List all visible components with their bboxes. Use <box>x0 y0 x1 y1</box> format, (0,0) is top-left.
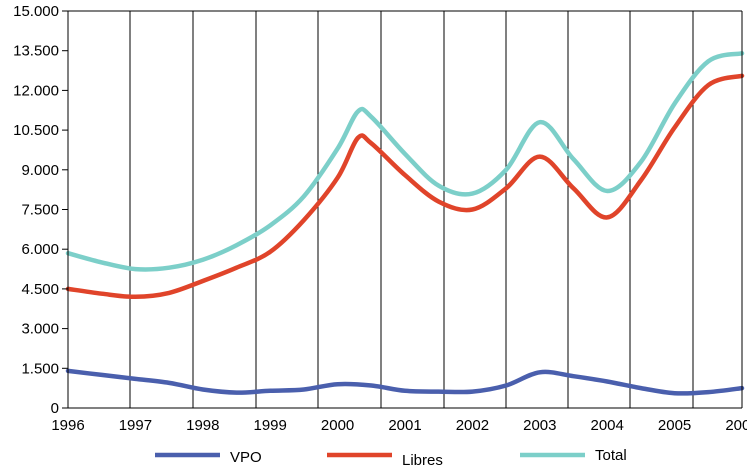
y-tick-label: 7.500 <box>21 202 59 219</box>
gridlines <box>129 11 694 408</box>
y-tick-label: 13.500 <box>13 43 59 60</box>
y-axis-ticks: 0 1.500 3.000 4.500 6.000 7.500 9.000 10.500 12.… <box>13 3 68 417</box>
x-tick-label: 2000 <box>321 417 354 434</box>
x-tick-label: 2002 <box>456 417 489 434</box>
legend: VPO Libres Total <box>155 447 627 467</box>
y-tick-label: 15.000 <box>13 3 59 20</box>
series-line-vpo <box>65 368 745 396</box>
series-line-libres <box>65 73 745 300</box>
x-tick-label: 2003 <box>523 417 556 434</box>
y-tick-label: 4.500 <box>21 281 59 298</box>
x-tick-label: 1999 <box>254 417 287 434</box>
series-line-total <box>65 51 745 272</box>
x-tick-label: 2004 <box>591 417 624 434</box>
y-tick-label: 1.500 <box>21 360 59 377</box>
series-lines <box>65 51 745 396</box>
x-tick-label: 1997 <box>119 417 152 434</box>
y-tick-label: 6.000 <box>21 241 59 258</box>
legend-label-libres: Libres <box>402 452 443 467</box>
plot-area <box>68 11 742 408</box>
y-tick-label: 0 <box>51 400 59 417</box>
x-tick-label: 1998 <box>186 417 219 434</box>
legend-label-vpo: VPO <box>230 449 262 466</box>
x-tick-label: 1996 <box>51 417 84 434</box>
y-tick-label: 9.000 <box>21 162 59 179</box>
legend-label-total: Total <box>595 447 627 464</box>
y-tick-label: 12.000 <box>13 82 59 99</box>
x-tick-label: 2006 <box>725 417 747 434</box>
x-tick-label: 2005 <box>658 417 691 434</box>
y-tick-label: 10.500 <box>13 122 59 139</box>
x-tick-label: 2001 <box>388 417 421 434</box>
x-axis-ticks: 1996 1997 1998 1999 2000 2001 2002 2003 2004 2005… <box>51 417 747 434</box>
y-tick-label: 3.000 <box>21 321 59 338</box>
